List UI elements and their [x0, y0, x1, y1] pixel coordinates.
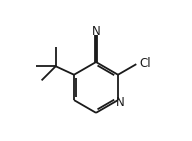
Text: Cl: Cl: [140, 57, 151, 70]
Text: N: N: [116, 96, 125, 109]
Text: N: N: [92, 25, 100, 38]
